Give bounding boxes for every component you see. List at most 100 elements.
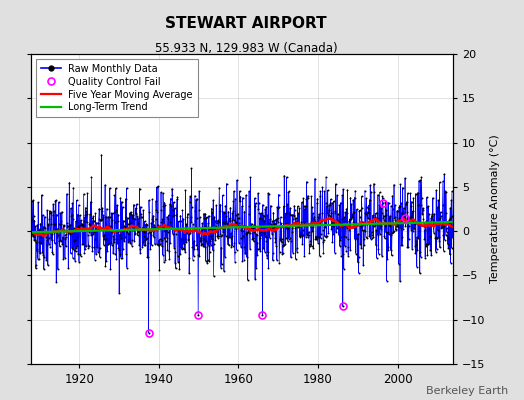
Point [195, 214, 204, 220]
Point [345, 224, 353, 230]
Point [69, 216, 77, 222]
Point [196, 238, 204, 244]
Point [374, 246, 383, 252]
Point [49, 212, 57, 218]
Point [40, 224, 49, 230]
Point [36, 226, 44, 232]
Point [316, 193, 324, 199]
Point [95, 206, 104, 213]
Point [117, 254, 125, 261]
Point [292, 218, 301, 224]
Point [51, 228, 60, 235]
Point [103, 206, 111, 212]
Point [203, 260, 211, 266]
Point [302, 234, 310, 240]
Point [327, 226, 335, 232]
Point [281, 240, 289, 247]
Point [176, 212, 184, 219]
Point [262, 204, 270, 210]
Point [154, 183, 162, 190]
Point [34, 246, 42, 252]
Point [217, 261, 226, 268]
Point [352, 220, 361, 226]
Point [235, 215, 244, 222]
Point [423, 240, 432, 247]
Point [71, 248, 80, 254]
Point [347, 201, 355, 207]
Point [208, 236, 216, 242]
Point [88, 248, 96, 254]
Point [263, 254, 271, 261]
Point [420, 236, 429, 242]
Point [200, 244, 209, 250]
Point [314, 234, 323, 240]
Point [233, 177, 241, 183]
Point [355, 208, 363, 214]
Point [432, 248, 440, 255]
Point [439, 178, 447, 184]
Point [350, 209, 358, 215]
Point [424, 240, 433, 247]
Point [261, 234, 270, 240]
Point [62, 220, 71, 226]
Point [43, 207, 51, 214]
Point [253, 231, 261, 238]
Point [304, 192, 312, 199]
Point [430, 210, 439, 217]
Point [266, 216, 275, 222]
Point [157, 207, 166, 214]
Point [156, 236, 164, 242]
Point [158, 237, 166, 243]
Point [158, 216, 167, 222]
Point [163, 214, 171, 220]
Point [357, 245, 365, 251]
Point [280, 172, 288, 179]
Point [246, 230, 254, 236]
Point [336, 220, 344, 226]
Point [199, 230, 207, 236]
Point [114, 218, 122, 224]
Point [330, 198, 338, 204]
Point [436, 213, 445, 219]
Point [151, 225, 159, 232]
Point [196, 237, 205, 243]
Point [148, 216, 156, 222]
Point [393, 208, 401, 214]
Point [295, 205, 303, 212]
Point [263, 212, 271, 218]
Point [58, 241, 67, 248]
Point [248, 227, 256, 234]
Point [274, 219, 282, 225]
Point [263, 238, 271, 244]
Point [264, 264, 272, 271]
Point [157, 219, 165, 226]
Point [74, 223, 82, 229]
Point [382, 229, 390, 236]
Point [182, 221, 191, 228]
Point [165, 256, 173, 262]
Point [410, 224, 418, 231]
Point [274, 205, 282, 211]
Point [102, 236, 111, 242]
Point [270, 228, 278, 234]
Point [412, 264, 421, 270]
Point [339, 303, 347, 310]
Point [244, 229, 253, 235]
Point [94, 220, 103, 226]
Point [311, 218, 319, 224]
Point [249, 225, 257, 231]
Point [289, 216, 298, 222]
Point [97, 152, 106, 158]
Point [126, 240, 134, 246]
Point [34, 255, 42, 262]
Point [159, 235, 168, 241]
Point [183, 210, 192, 217]
Point [361, 228, 369, 234]
Point [318, 184, 326, 190]
Point [252, 231, 260, 237]
Point [258, 216, 266, 222]
Point [38, 248, 47, 255]
Point [415, 202, 423, 209]
Text: STEWART AIRPORT: STEWART AIRPORT [166, 16, 327, 31]
Point [386, 220, 395, 227]
